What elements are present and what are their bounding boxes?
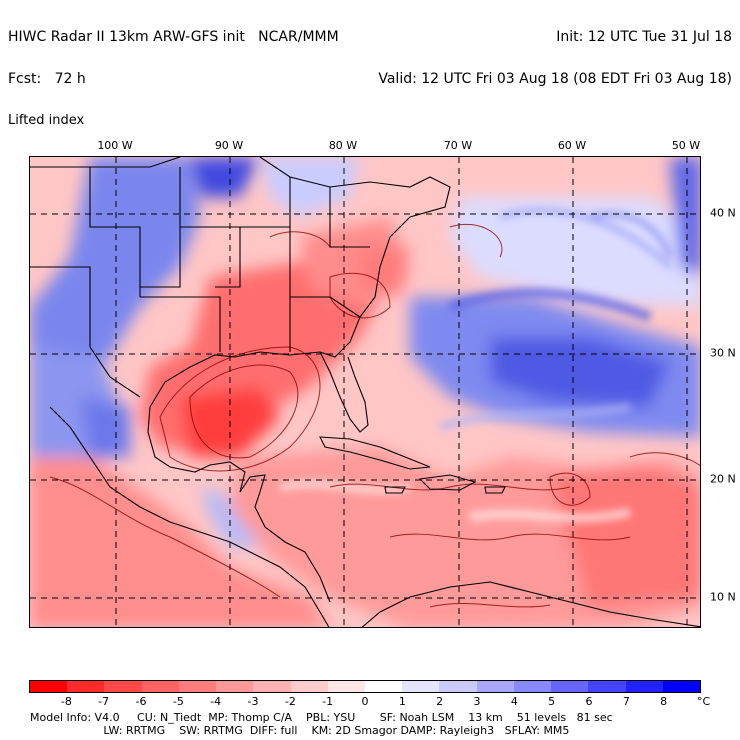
header-right: Init: 12 UTC Tue 31 Jul 18 Valid: 12 UTC… <box>378 2 732 100</box>
colorbar-tick-label: -3 <box>247 695 259 708</box>
model-title: HIWC Radar II 13km ARW-GFS init NCAR/MMM <box>8 29 339 45</box>
lon-label-90w: 90 W <box>214 139 244 152</box>
colorbar-cell <box>327 681 365 692</box>
footer-model-info-2: LW: RRTMG SW: RRTMG DIFF: full KM: 2D Sm… <box>30 724 570 737</box>
coastlines-borders <box>30 157 700 627</box>
lon-label-70w: 70 W <box>443 139 473 152</box>
colorbar-tick-label: 6 <box>585 695 593 708</box>
colorbar-cell <box>67 681 105 692</box>
forecast-hour: Fcst: 72 h <box>8 71 86 87</box>
valid-time: Valid: 12 UTC Fri 03 Aug 18 (08 EDT Fri … <box>378 71 732 87</box>
lon-label-80w: 80 W <box>328 139 358 152</box>
header-left: HIWC Radar II 13km ARW-GFS init NCAR/MMM… <box>8 2 339 142</box>
init-time: Init: 12 UTC Tue 31 Jul 18 <box>556 29 732 45</box>
colorbar-cell <box>662 681 700 692</box>
colorbar-tick-label: 2 <box>436 695 444 708</box>
colorbar-cell <box>625 681 663 692</box>
colorbar-cell <box>141 681 179 692</box>
colorbar-tick-label: -8 <box>60 695 72 708</box>
colorbar-tick-label: 0 <box>361 695 369 708</box>
colorbar-tick-label: 4 <box>510 695 518 708</box>
lat-lon-grid <box>30 157 700 627</box>
colorbar-cell <box>178 681 217 692</box>
colorbar-cell <box>216 681 254 692</box>
colorbar-cell <box>30 681 68 692</box>
colorbar-cell <box>290 681 328 692</box>
field-streaks <box>279 207 673 523</box>
colorbar-tick-label: 5 <box>548 695 556 708</box>
map-canvas <box>30 157 700 627</box>
lon-label-50w: 50 W <box>671 139 701 152</box>
colorbar-tick-label: 7 <box>622 695 630 708</box>
colorbar-tick-label: -4 <box>210 695 222 708</box>
colorbar-cell <box>104 681 142 692</box>
lifted-index-map <box>29 156 701 628</box>
lat-label-30n: 30 N <box>710 346 736 360</box>
footer-model-info-1: Model Info: V4.0 CU: N_Tiedt MP: Thomp C… <box>30 711 613 724</box>
colorbar-cell <box>253 681 291 692</box>
colorbar-cell <box>439 681 477 692</box>
colorbar-cell <box>551 681 589 692</box>
colorbar <box>29 680 701 693</box>
colorbar-unit: °C <box>697 695 711 708</box>
lat-label-10n: 10 N <box>710 590 736 604</box>
lat-label-40n: 40 N <box>710 206 736 220</box>
colorbar-tick-label: -5 <box>172 695 184 708</box>
lon-label-60w: 60 W <box>557 139 587 152</box>
field-name: Lifted index <box>8 113 85 128</box>
colorbar-cell <box>476 681 514 692</box>
lon-label-100w: 100 W <box>97 139 133 152</box>
lat-label-20n: 20 N <box>710 472 736 486</box>
colorbar-tick-label: -1 <box>322 695 334 708</box>
colorbar-cell <box>588 681 626 692</box>
colorbar-cell <box>513 681 552 692</box>
colorbar-tick-label: -6 <box>135 695 147 708</box>
colorbar-tick-label: -7 <box>98 695 110 708</box>
colorbar-tick-label: 1 <box>398 695 406 708</box>
colorbar-cell <box>402 681 440 692</box>
colorbar-tick-label: 3 <box>473 695 481 708</box>
colorbar-tick-label: 8 <box>660 695 668 708</box>
colorbar-tick-label: -2 <box>284 695 296 708</box>
colorbar-cell <box>364 681 403 692</box>
